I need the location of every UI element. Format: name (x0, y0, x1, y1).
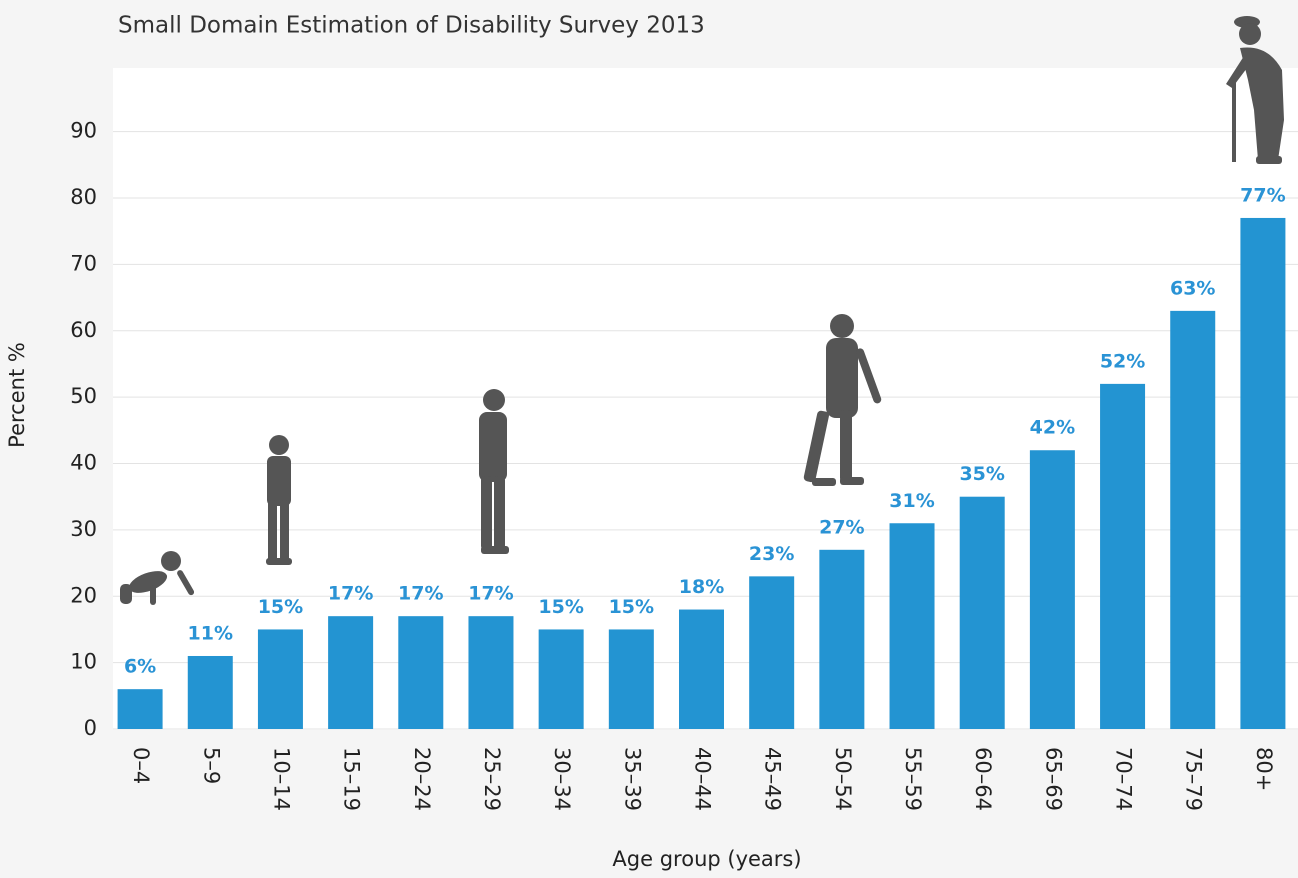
value-label: 17% (398, 583, 443, 605)
x-tick-label: 65–69 (1041, 747, 1065, 811)
bar (679, 610, 724, 729)
value-label: 17% (468, 583, 513, 605)
bar (1170, 311, 1215, 729)
x-tick-label: 45–49 (761, 747, 785, 811)
x-tick-label: 30–34 (550, 747, 574, 811)
x-tick-label: 60–64 (971, 747, 995, 811)
bar (1030, 450, 1075, 729)
bar (1240, 218, 1285, 729)
chart: Small Domain Estimation of Disability Su… (0, 0, 1298, 878)
x-tick-label: 5–9 (199, 747, 223, 784)
value-label: 15% (258, 596, 303, 618)
value-label: 52% (1100, 350, 1145, 372)
value-label: 77% (1240, 184, 1285, 206)
y-tick-label: 70 (70, 251, 97, 275)
bar (819, 550, 864, 729)
bar (1100, 384, 1145, 729)
y-tick-label: 10 (70, 650, 97, 674)
value-label: 31% (889, 490, 934, 512)
x-tick-label: 0–4 (129, 747, 153, 784)
x-tick-label: 25–29 (480, 747, 504, 811)
x-tick-label: 10–14 (269, 747, 293, 811)
x-tick-label: 20–24 (410, 747, 434, 811)
value-label: 17% (328, 583, 373, 605)
bar (258, 629, 303, 729)
y-axis-label: Percent % (5, 342, 29, 448)
x-tick-label: 80+ (1252, 747, 1276, 791)
value-label: 11% (188, 622, 233, 644)
x-tick-label: 15–19 (340, 747, 364, 811)
x-axis-label: Age group (years) (612, 847, 801, 871)
bar (328, 616, 373, 729)
value-label: 42% (1030, 417, 1075, 439)
bar (609, 629, 654, 729)
y-tick-label: 90 (70, 119, 97, 143)
y-tick-label: 0 (84, 716, 97, 740)
bar (398, 616, 443, 729)
y-tick-label: 80 (70, 185, 97, 209)
value-label: 15% (538, 596, 583, 618)
value-label: 63% (1170, 277, 1215, 299)
x-tick-label: 55–59 (901, 747, 925, 811)
value-label: 6% (124, 656, 156, 678)
y-tick-label: 50 (70, 384, 97, 408)
x-tick-label: 40–44 (691, 747, 715, 811)
value-label: 18% (679, 576, 724, 598)
bar (188, 656, 233, 729)
bar (539, 629, 584, 729)
y-tick-label: 30 (70, 517, 97, 541)
bar (118, 689, 163, 729)
bar (749, 576, 794, 729)
y-tick-label: 60 (70, 318, 97, 342)
bar (468, 616, 513, 729)
value-label: 15% (609, 596, 654, 618)
value-label: 23% (749, 543, 794, 565)
x-tick-label: 70–74 (1112, 747, 1136, 811)
chart-title: Small Domain Estimation of Disability Su… (118, 13, 705, 39)
y-tick-label: 40 (70, 451, 97, 475)
bar (890, 523, 935, 729)
bar (960, 497, 1005, 729)
x-tick-label: 75–79 (1182, 747, 1206, 811)
y-tick-label: 20 (70, 583, 97, 607)
x-tick-label: 35–39 (620, 747, 644, 811)
value-label: 35% (959, 463, 1004, 485)
value-label: 27% (819, 516, 864, 538)
x-tick-label: 50–54 (831, 747, 855, 811)
